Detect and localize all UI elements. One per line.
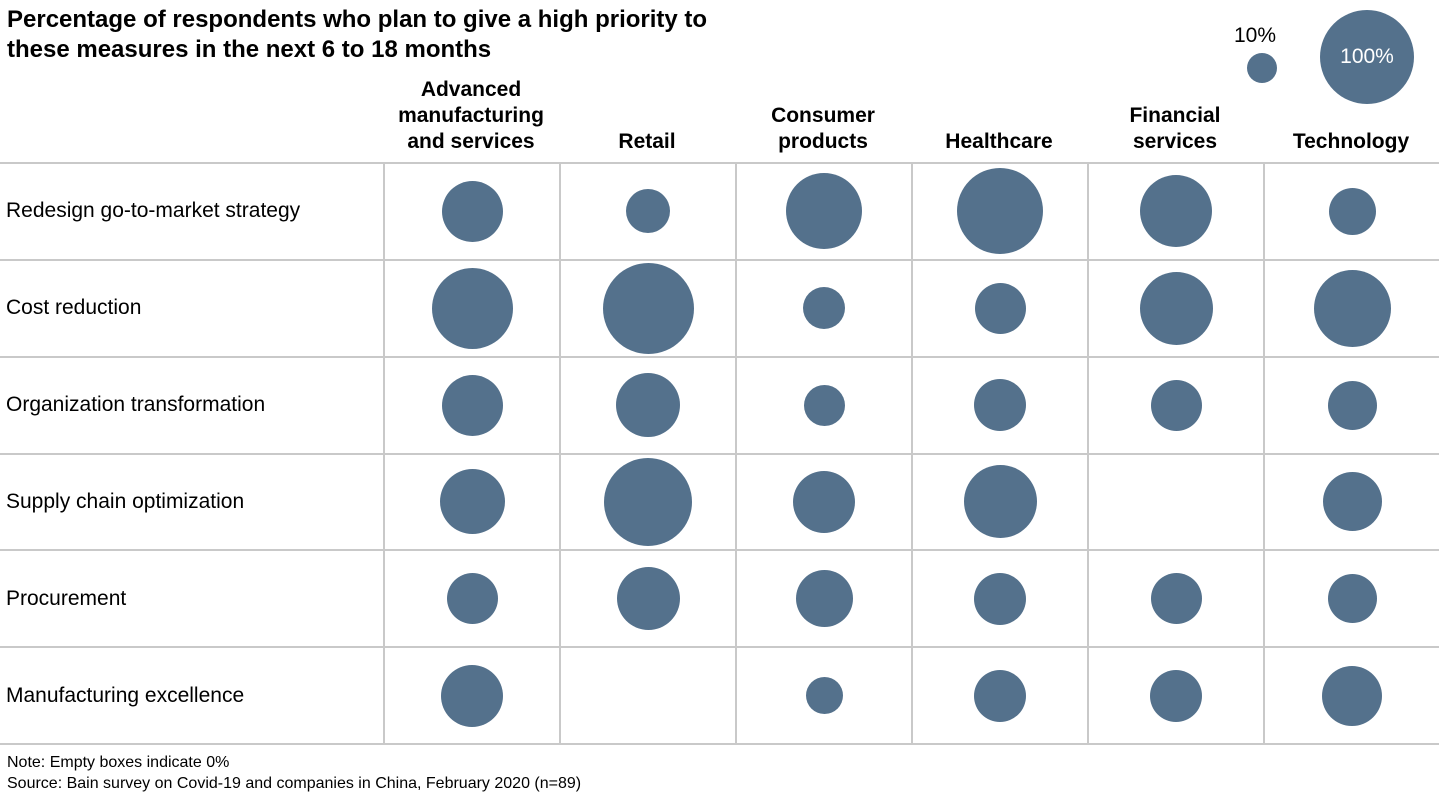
bubble bbox=[974, 669, 1026, 722]
column-header: Healthcare bbox=[911, 129, 1087, 158]
matrix-cell bbox=[559, 258, 735, 356]
matrix-cell bbox=[559, 549, 735, 647]
matrix-cell bbox=[735, 646, 911, 743]
matrix-cell bbox=[1087, 452, 1263, 550]
bubble bbox=[439, 469, 505, 535]
matrix-cell bbox=[1087, 162, 1263, 259]
bubble bbox=[974, 572, 1026, 625]
matrix-cell bbox=[383, 646, 559, 743]
bubble bbox=[805, 677, 843, 715]
matrix-cell bbox=[1263, 452, 1439, 550]
bubble bbox=[1150, 669, 1202, 722]
column-header: Consumer products bbox=[735, 103, 911, 158]
column-header: Retail bbox=[559, 129, 735, 158]
legend-small-bubble-label: 10% bbox=[1234, 24, 1277, 47]
matrix-cell bbox=[911, 646, 1087, 743]
matrix-cell bbox=[1087, 258, 1263, 356]
bubble bbox=[626, 189, 670, 234]
bubble bbox=[1150, 379, 1202, 431]
matrix-cell bbox=[735, 355, 911, 453]
matrix-cell bbox=[735, 258, 911, 356]
matrix-cell bbox=[911, 549, 1087, 647]
legend-small-bubble bbox=[1247, 53, 1277, 83]
column-headers: Advanced manufacturing and services Retai… bbox=[383, 60, 1440, 158]
footer: Note: Empty boxes indicate 0% Source: Ba… bbox=[7, 752, 581, 794]
bubble bbox=[795, 570, 853, 628]
bubble bbox=[1327, 380, 1377, 430]
bubble bbox=[1322, 472, 1382, 532]
matrix-cell bbox=[1263, 549, 1439, 647]
matrix-cell bbox=[559, 452, 735, 550]
matrix-cell bbox=[1263, 162, 1439, 259]
row-label: Redesign go-to-market strategy bbox=[0, 162, 383, 259]
bubble bbox=[793, 470, 855, 533]
matrix-cell bbox=[735, 452, 911, 550]
matrix-cell bbox=[383, 162, 559, 259]
matrix-cell bbox=[911, 452, 1087, 550]
column-header: Financial services bbox=[1087, 103, 1263, 158]
row-label: Organization transformation bbox=[0, 355, 383, 453]
bubble bbox=[1313, 269, 1391, 347]
bubble bbox=[963, 465, 1037, 539]
column-header-label: Retail bbox=[618, 130, 676, 153]
column-header-label: Financial services bbox=[1129, 104, 1221, 153]
legend-large-bubble: 100% bbox=[1320, 10, 1414, 104]
bubble bbox=[1150, 573, 1202, 625]
column-header: Technology bbox=[1263, 129, 1439, 158]
row-label: Manufacturing excellence bbox=[0, 646, 383, 743]
matrix-cell bbox=[911, 355, 1087, 453]
column-header-label: Advanced manufacturing and services bbox=[398, 78, 544, 153]
bubble bbox=[1328, 187, 1376, 235]
bubble bbox=[441, 180, 503, 242]
bubble bbox=[1140, 175, 1212, 248]
row-label: Procurement bbox=[0, 549, 383, 646]
bubble bbox=[602, 262, 694, 354]
bubble bbox=[1139, 271, 1213, 345]
matrix-cell bbox=[383, 452, 559, 550]
column-header-label: Consumer products bbox=[771, 104, 875, 153]
legend-large-bubble-label: 100% bbox=[1340, 45, 1394, 68]
bubble bbox=[786, 173, 862, 250]
bubble bbox=[446, 573, 498, 625]
bubble bbox=[616, 373, 680, 438]
matrix-cell bbox=[1263, 258, 1439, 356]
matrix-cell bbox=[735, 549, 911, 647]
matrix-cell bbox=[1087, 549, 1263, 647]
footer-source: Source: Bain survey on Covid-19 and comp… bbox=[7, 775, 582, 792]
bubble bbox=[803, 287, 845, 330]
matrix-cell bbox=[735, 162, 911, 259]
row-label: Supply chain optimization bbox=[0, 452, 383, 550]
bubble bbox=[957, 168, 1043, 255]
matrix-cell bbox=[383, 355, 559, 453]
matrix-cell bbox=[1263, 355, 1439, 453]
matrix-cell bbox=[1087, 646, 1263, 743]
matrix-cell bbox=[1087, 355, 1263, 453]
row-label: Cost reduction bbox=[0, 258, 383, 356]
matrix-cell bbox=[1263, 646, 1439, 743]
bubble-matrix: Redesign go-to-market strategy Cost reduc… bbox=[0, 162, 1439, 745]
bubble bbox=[616, 567, 680, 631]
matrix-cell bbox=[911, 258, 1087, 356]
column-header-label: Healthcare bbox=[945, 130, 1053, 153]
bubble bbox=[803, 384, 845, 426]
page-title: Percentage of respondents who plan to gi… bbox=[7, 6, 708, 63]
footer-note: Note: Empty boxes indicate 0% bbox=[7, 754, 230, 771]
column-header: Advanced manufacturing and services bbox=[383, 77, 559, 158]
bubble bbox=[1327, 574, 1377, 624]
matrix-cell bbox=[911, 162, 1087, 259]
bubble bbox=[431, 267, 513, 349]
matrix-cell bbox=[559, 162, 735, 259]
bubble bbox=[441, 664, 503, 727]
matrix-cell bbox=[383, 258, 559, 356]
bubble bbox=[1322, 665, 1382, 726]
bubble bbox=[974, 379, 1026, 432]
matrix-cell bbox=[383, 549, 559, 647]
bubble bbox=[441, 374, 503, 436]
bubble bbox=[974, 282, 1026, 334]
matrix-cell bbox=[559, 646, 735, 743]
matrix-cell bbox=[559, 355, 735, 453]
column-header-label: Technology bbox=[1292, 130, 1410, 153]
bubble bbox=[604, 457, 692, 546]
